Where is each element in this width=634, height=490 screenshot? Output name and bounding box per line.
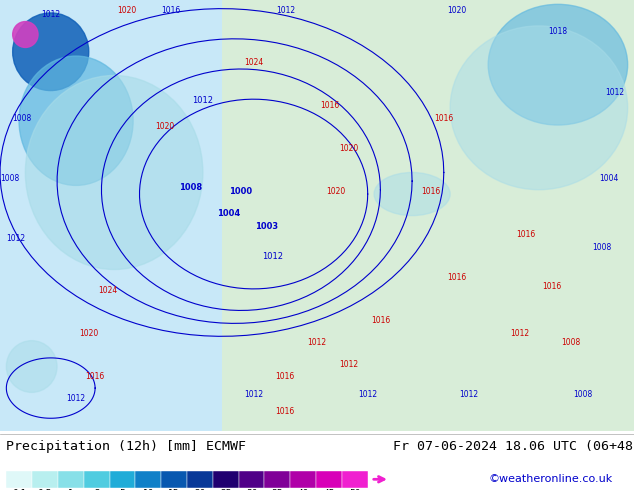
Text: 1016: 1016 <box>434 114 453 122</box>
Text: 1012: 1012 <box>605 88 624 97</box>
Text: Precipitation (12h) [mm] ECMWF: Precipitation (12h) [mm] ECMWF <box>6 441 247 453</box>
Text: 1020: 1020 <box>339 144 358 153</box>
Bar <box>6 471 32 488</box>
Text: 1020: 1020 <box>117 6 136 15</box>
Text: 1012: 1012 <box>307 338 327 347</box>
Text: 50: 50 <box>349 489 361 490</box>
Text: 1012: 1012 <box>244 390 263 399</box>
Text: 1004: 1004 <box>599 174 618 183</box>
Text: 1016: 1016 <box>276 372 295 381</box>
Text: 30: 30 <box>246 489 257 490</box>
Text: 1020: 1020 <box>79 329 98 338</box>
Bar <box>264 471 290 488</box>
Bar <box>290 471 316 488</box>
Text: 1003: 1003 <box>255 221 278 230</box>
Text: 0.5: 0.5 <box>38 489 52 490</box>
Text: Fr 07-06-2024 18.06 UTC (06+48): Fr 07-06-2024 18.06 UTC (06+48) <box>393 441 634 453</box>
Text: 1016: 1016 <box>320 101 339 110</box>
Text: 1016: 1016 <box>517 230 536 239</box>
Text: 5: 5 <box>120 489 126 490</box>
Ellipse shape <box>19 56 133 185</box>
Ellipse shape <box>25 75 203 270</box>
Text: 1000: 1000 <box>230 187 252 196</box>
Text: 1008: 1008 <box>13 114 32 122</box>
Bar <box>110 471 136 488</box>
Text: 1020: 1020 <box>327 187 346 196</box>
Text: 1016: 1016 <box>447 273 466 282</box>
Text: 1012: 1012 <box>276 6 295 15</box>
Text: 1024: 1024 <box>98 286 117 295</box>
Text: 1016: 1016 <box>542 282 561 291</box>
Text: 1008: 1008 <box>179 183 202 192</box>
Text: 1008: 1008 <box>574 390 593 399</box>
Text: ©weatheronline.co.uk: ©weatheronline.co.uk <box>488 474 612 484</box>
Text: 1012: 1012 <box>510 329 529 338</box>
Bar <box>238 471 264 488</box>
Bar <box>342 471 368 488</box>
Text: 1024: 1024 <box>244 58 263 67</box>
Text: 1012: 1012 <box>67 394 86 403</box>
Ellipse shape <box>488 4 628 125</box>
Ellipse shape <box>450 26 628 190</box>
FancyBboxPatch shape <box>222 0 634 431</box>
Text: 40: 40 <box>297 489 309 490</box>
Text: 10: 10 <box>143 489 154 490</box>
Text: 1018: 1018 <box>548 27 567 36</box>
Ellipse shape <box>13 13 89 91</box>
Text: 1004: 1004 <box>217 209 240 218</box>
Text: 1012: 1012 <box>192 97 214 105</box>
Text: 1008: 1008 <box>593 243 612 252</box>
Text: 1016: 1016 <box>422 187 441 196</box>
Text: 35: 35 <box>271 489 283 490</box>
Ellipse shape <box>13 22 38 48</box>
Bar <box>213 471 238 488</box>
Text: 15: 15 <box>169 489 180 490</box>
Text: 1016: 1016 <box>86 372 105 381</box>
Ellipse shape <box>6 341 57 392</box>
Text: 1016: 1016 <box>371 317 390 325</box>
Text: 1012: 1012 <box>339 360 358 368</box>
Text: 1012: 1012 <box>358 390 377 399</box>
Text: 1016: 1016 <box>276 407 295 416</box>
Bar <box>58 471 84 488</box>
Text: 1012: 1012 <box>41 10 60 19</box>
Bar <box>136 471 161 488</box>
Text: 1008: 1008 <box>0 174 19 183</box>
Text: 1020: 1020 <box>447 6 466 15</box>
Bar <box>32 471 58 488</box>
Text: 0.1: 0.1 <box>12 489 27 490</box>
Text: 1012: 1012 <box>6 235 25 244</box>
Text: 20: 20 <box>194 489 205 490</box>
Text: 25: 25 <box>220 489 231 490</box>
Text: 1020: 1020 <box>155 122 174 131</box>
Bar <box>316 471 342 488</box>
Ellipse shape <box>374 172 450 216</box>
Bar <box>161 471 187 488</box>
Text: 1012: 1012 <box>262 252 283 261</box>
Bar <box>84 471 110 488</box>
Text: 45: 45 <box>323 489 335 490</box>
Text: 1012: 1012 <box>460 390 479 399</box>
Text: 1: 1 <box>68 489 74 490</box>
Text: 2: 2 <box>94 489 100 490</box>
Text: 1016: 1016 <box>162 6 181 15</box>
Text: 1008: 1008 <box>561 338 580 347</box>
Bar <box>187 471 213 488</box>
